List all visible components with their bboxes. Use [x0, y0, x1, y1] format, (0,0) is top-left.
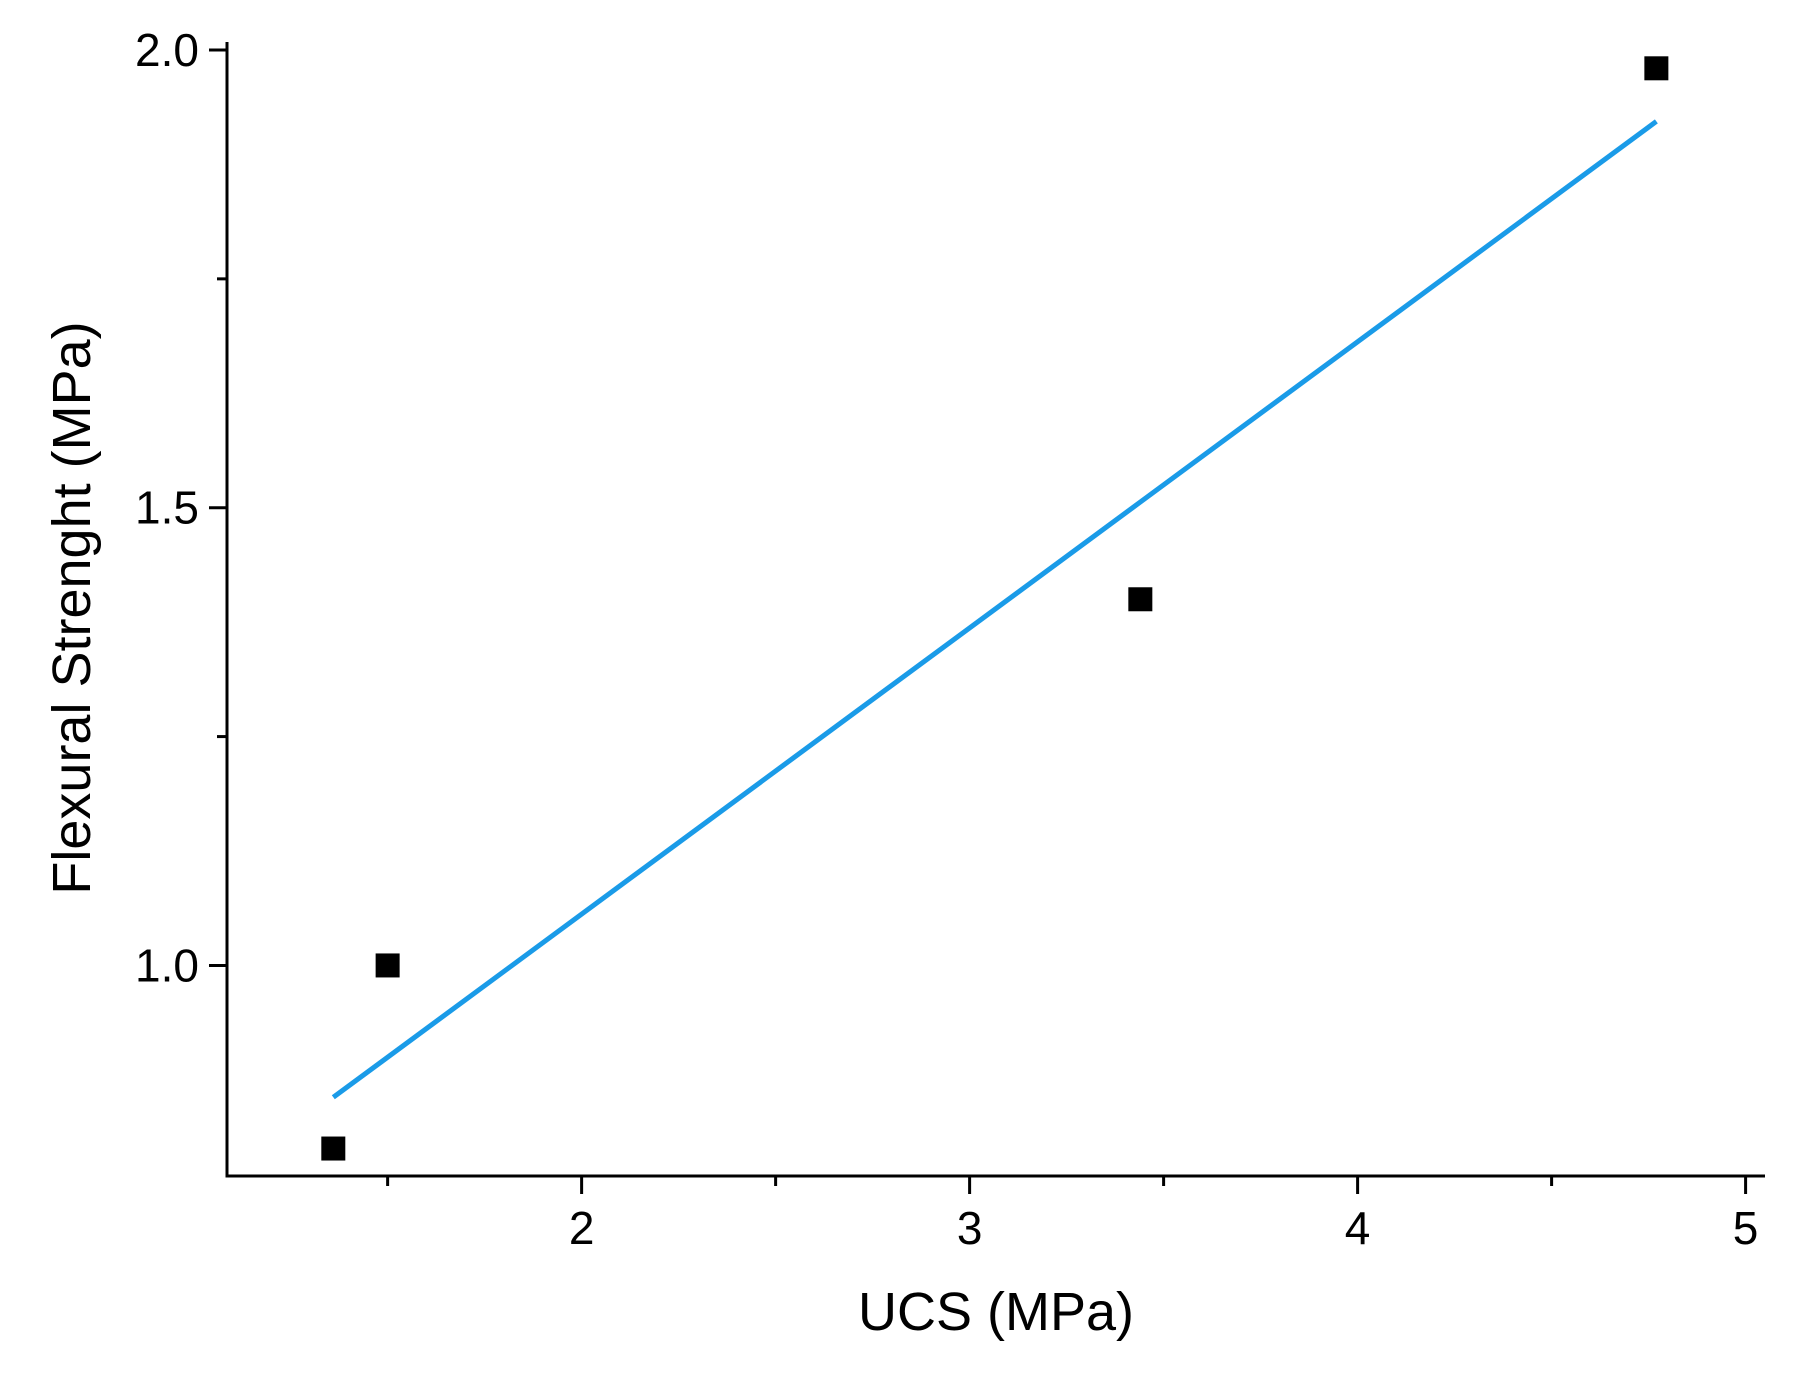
y-tick-label: 1.5: [135, 482, 199, 534]
x-tick-label: 4: [1345, 1202, 1371, 1254]
data-point: [1128, 587, 1153, 612]
x-axis-title: UCS (MPa): [858, 1282, 1134, 1342]
y-axis-title: Flexural Strenght (MPa): [42, 321, 102, 894]
data-point: [375, 953, 400, 978]
data-point: [1644, 56, 1669, 81]
x-tick-label: 2: [569, 1202, 595, 1254]
x-tick-label: 3: [957, 1202, 983, 1254]
y-tick-label: 1.0: [135, 939, 199, 991]
x-tick-label: 5: [1733, 1202, 1759, 1254]
data-point: [321, 1136, 346, 1161]
fit-line: [331, 119, 1658, 1100]
y-tick-label: 2.0: [135, 24, 199, 76]
